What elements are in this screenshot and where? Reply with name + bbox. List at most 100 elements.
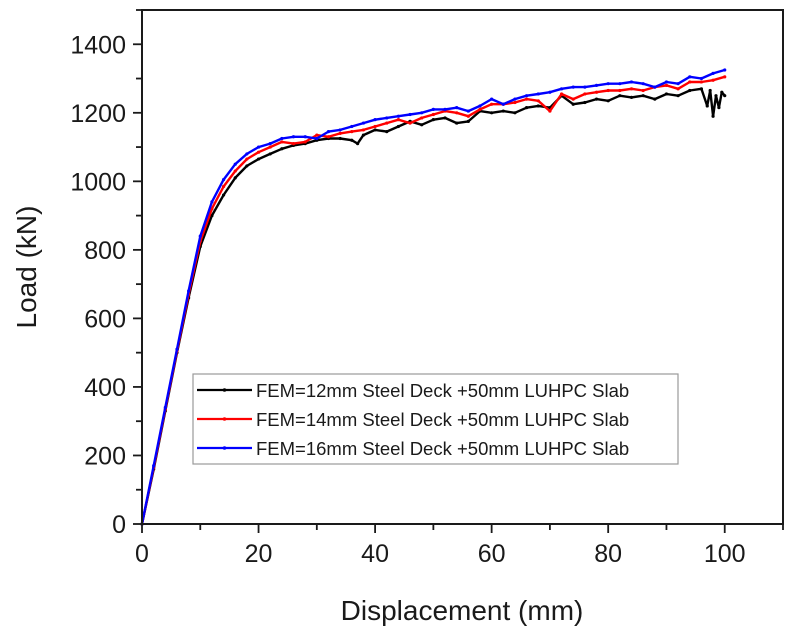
data-point-marker: [723, 75, 727, 79]
data-point-marker: [198, 234, 202, 238]
data-point-marker: [233, 162, 237, 166]
data-point-marker: [245, 152, 249, 156]
data-point-marker: [408, 121, 412, 125]
legend-box: [192, 373, 679, 465]
data-point-marker: [221, 184, 226, 189]
data-point-marker: [420, 111, 424, 115]
data-point-marker: [723, 68, 727, 72]
data-point-marker: [653, 97, 657, 101]
data-point-marker: [513, 100, 517, 105]
data-point-marker: [455, 111, 459, 115]
data-point-marker: [525, 106, 529, 110]
y-tick-label: 1200: [70, 100, 126, 128]
data-point-marker: [711, 78, 715, 82]
data-point-marker: [559, 92, 564, 96]
data-point-marker: [548, 90, 552, 94]
data-point-marker: [396, 114, 400, 118]
x-tick-label: 60: [478, 540, 506, 568]
data-point-marker: [571, 102, 575, 106]
data-point-marker: [525, 94, 529, 98]
data-point-marker: [583, 100, 587, 105]
data-point-marker: [676, 87, 680, 91]
data-point-marker: [708, 88, 712, 93]
data-point-marker: [478, 104, 482, 108]
x-tick-label: 80: [594, 540, 622, 568]
data-point-marker: [653, 85, 657, 89]
data-point-marker: [210, 214, 214, 218]
data-point-marker: [641, 94, 645, 98]
data-point-marker: [256, 145, 261, 149]
data-point-marker: [385, 116, 389, 120]
y-tick-label: 200: [84, 442, 126, 470]
y-tick-label: 800: [84, 237, 126, 265]
data-point-marker: [396, 118, 400, 122]
legend-label: FEM=12mm Steel Deck +50mm LUHPC Slab: [256, 380, 629, 401]
y-tick-label: 600: [84, 305, 126, 333]
legend-marker-icon: [222, 446, 227, 450]
data-point-marker: [245, 164, 249, 168]
data-point-marker: [420, 116, 424, 120]
data-point-marker: [303, 140, 307, 144]
data-point-marker: [548, 109, 552, 113]
data-point-marker: [350, 124, 354, 129]
data-point-marker: [641, 82, 645, 86]
data-point-marker: [466, 114, 470, 118]
x-tick-label: 100: [704, 540, 746, 568]
data-point-marker: [699, 87, 704, 91]
data-point-marker: [629, 95, 634, 99]
data-point-marker: [280, 140, 284, 144]
data-point-marker: [210, 200, 214, 204]
data-point-marker: [466, 119, 470, 123]
data-point-marker: [664, 83, 669, 87]
data-point-marker: [268, 152, 272, 156]
data-point-marker: [688, 88, 692, 93]
data-point-marker: [688, 80, 692, 84]
y-tick-label: 0: [112, 511, 126, 539]
axis-ticks: [133, 9, 784, 533]
legend-item-12mm: FEM=12mm Steel Deck +50mm LUHPC Slab: [197, 380, 629, 401]
data-point-marker: [455, 106, 459, 110]
data-point-marker: [303, 135, 307, 139]
y-tick-label: 400: [84, 374, 126, 402]
data-point-marker: [245, 157, 249, 161]
data-point-marker: [326, 130, 331, 134]
y-tick-label: 1000: [70, 168, 126, 196]
data-point-marker: [291, 135, 296, 139]
data-point-marker: [350, 138, 354, 142]
data-point-marker: [618, 82, 622, 86]
data-point-marker: [711, 114, 715, 118]
data-point-marker: [618, 94, 622, 98]
series-layer: [140, 68, 727, 526]
data-point-marker: [723, 94, 727, 98]
data-point-marker: [641, 88, 645, 93]
data-point-marker: [338, 136, 342, 141]
data-point-marker: [338, 131, 342, 135]
data-point-marker: [361, 128, 366, 132]
data-point-marker: [536, 99, 540, 103]
data-point-marker: [163, 405, 167, 410]
data-point-marker: [583, 92, 587, 96]
data-point-marker: [490, 102, 494, 106]
data-point-marker: [175, 347, 179, 351]
legend-label: FEM=16mm Steel Deck +50mm LUHPC Slab: [256, 438, 629, 459]
data-point-marker: [606, 99, 610, 103]
data-point-marker: [676, 82, 680, 86]
data-point-marker: [356, 142, 360, 146]
data-point-marker: [466, 109, 470, 113]
data-point-marker: [664, 92, 669, 96]
data-point-marker: [373, 128, 377, 132]
data-point-marker: [490, 111, 494, 115]
data-point-marker: [268, 145, 272, 149]
data-point-marker: [606, 88, 610, 93]
data-point-marker: [385, 121, 389, 125]
x-tick-labels: 0 20 40 60 80 100: [135, 540, 746, 568]
data-point-marker: [221, 178, 226, 182]
x-tick-label: 0: [135, 540, 149, 568]
data-point-marker: [583, 85, 587, 89]
data-point-marker: [233, 176, 237, 180]
data-point-marker: [443, 107, 447, 111]
data-point-marker: [280, 147, 284, 151]
data-point-marker: [350, 130, 354, 134]
data-point-marker: [559, 87, 564, 91]
